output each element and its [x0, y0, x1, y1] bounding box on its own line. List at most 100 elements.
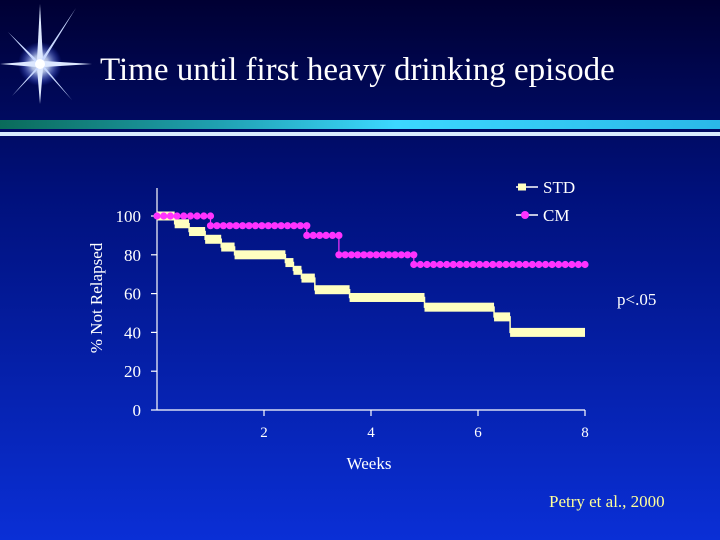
cm-step-marker [354, 251, 362, 259]
y-tick-label: 100 [116, 207, 142, 226]
std-step-marker [293, 265, 302, 275]
cm-step-marker [372, 251, 380, 259]
cm-step-marker [335, 231, 343, 239]
cm-step-marker [581, 260, 589, 269]
cm-step-marker [283, 222, 292, 230]
y-tick-label: 60 [124, 285, 141, 304]
cm-step-marker [397, 251, 405, 259]
std-step-marker [301, 273, 315, 283]
std-step-marker [510, 327, 585, 337]
cm-step-marker [186, 212, 195, 220]
cm-step-marker [277, 222, 285, 230]
std-step-marker [234, 250, 286, 260]
cm-step-marker [385, 251, 393, 259]
y-tick-label: 80 [124, 246, 141, 265]
cm-step-marker [303, 231, 311, 239]
cm-step-marker [568, 260, 576, 269]
slide-title: Time until first heavy drinking episode [100, 52, 615, 88]
cm-step-marker [378, 251, 387, 259]
cm-step-marker [462, 260, 471, 269]
cm-step-marker [436, 260, 444, 269]
cm-step-marker [574, 260, 583, 269]
x-tick-label: 2 [260, 425, 268, 441]
cm-step-marker [360, 251, 368, 259]
series-cm [153, 212, 589, 269]
cm-step-marker [239, 222, 247, 230]
std-step-marker [174, 219, 190, 229]
cm-step-marker [245, 222, 253, 230]
cm-step-marker [410, 260, 418, 269]
cm-step-marker [416, 260, 424, 269]
std-step-marker [494, 312, 511, 322]
cm-step-marker [303, 222, 311, 230]
cm-step-marker [347, 251, 355, 259]
std-step-marker [205, 234, 222, 244]
cm-step-marker [206, 212, 215, 220]
y-tick-label: 20 [124, 362, 141, 381]
cm-step-marker [366, 251, 374, 259]
cm-step-marker [200, 212, 208, 220]
y-axis-label: % Not Relapsed [87, 242, 106, 353]
cm-step-marker [423, 260, 431, 269]
cm-step-marker [309, 231, 317, 239]
cm-step-marker [328, 231, 337, 239]
cm-step-marker [206, 222, 215, 230]
cm-step-marker [476, 260, 484, 269]
cm-step-marker [335, 251, 343, 259]
cm-step-marker [469, 260, 477, 269]
sparkle-star-icon [0, 4, 92, 104]
cm-step-marker [153, 212, 161, 220]
legend-std-label: STD [543, 178, 575, 197]
cm-step-marker [443, 260, 451, 269]
cm-step-marker [508, 260, 517, 269]
citation: Petry et al., 2000 [549, 492, 665, 511]
legend-std-marker [518, 183, 526, 191]
cm-step-marker [271, 222, 279, 230]
cm-step-marker [173, 212, 181, 220]
cm-step-marker [515, 260, 523, 269]
cm-step-marker [264, 222, 272, 230]
cm-step-marker [251, 222, 260, 230]
std-step-marker [314, 285, 350, 295]
cm-step-marker [296, 222, 304, 230]
cm-step-marker [555, 260, 563, 269]
cm-step-marker [166, 212, 174, 220]
x-tick-label: 4 [367, 425, 375, 441]
std-step-marker [285, 258, 294, 268]
x-axis-label: Weeks [347, 454, 392, 473]
cm-step-marker [219, 222, 227, 230]
cm-step-marker [522, 260, 530, 269]
title-divider [0, 120, 720, 136]
y-tick-label: 40 [124, 323, 141, 342]
y-tick-label: 0 [133, 401, 142, 420]
cm-step-marker [541, 260, 550, 269]
cm-step-marker [341, 251, 349, 259]
cm-step-marker [495, 260, 503, 269]
cm-step-marker [226, 222, 234, 230]
cm-step-marker [449, 260, 457, 269]
cm-step-marker [502, 260, 510, 269]
legend-cm-label: CM [543, 206, 569, 225]
legend-cm-marker [521, 211, 529, 219]
series-line [157, 215, 585, 334]
cm-step-marker [290, 222, 298, 230]
cm-step-marker [403, 251, 412, 259]
cm-step-marker [528, 260, 536, 269]
x-tick-label: 6 [474, 425, 482, 441]
cm-step-marker [322, 231, 330, 239]
x-tick-label: 8 [581, 425, 589, 441]
cm-step-marker [316, 231, 324, 239]
cm-step-marker [410, 251, 418, 259]
std-step-marker [349, 292, 425, 302]
cm-step-marker [429, 260, 438, 269]
p-value-annotation: p<.05 [617, 290, 657, 309]
legend: STD CM [516, 178, 575, 225]
cm-step-marker [193, 212, 201, 220]
cm-step-marker [548, 260, 556, 269]
cm-step-marker [489, 260, 497, 269]
cm-step-marker [456, 260, 464, 269]
cm-step-marker [160, 212, 168, 220]
cm-step-marker [213, 222, 221, 230]
std-step-marker [189, 227, 206, 237]
